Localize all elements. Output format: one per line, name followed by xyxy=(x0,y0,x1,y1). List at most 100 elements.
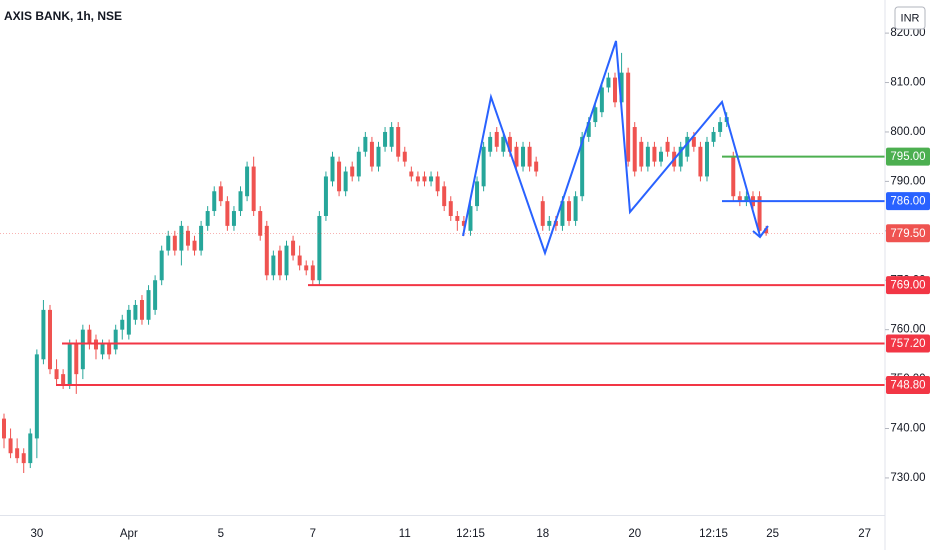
x-tick-label: 25 xyxy=(766,528,779,540)
candle-body xyxy=(698,146,703,177)
candle-body xyxy=(284,245,289,276)
candle-body xyxy=(455,215,460,221)
level-label-box xyxy=(886,224,930,243)
y-tick-label: 810.00 xyxy=(890,77,925,89)
x-tick-label: 11 xyxy=(399,528,411,540)
candle-body xyxy=(376,146,381,167)
candle-body xyxy=(310,265,315,281)
candle-body xyxy=(422,176,427,182)
candle-body xyxy=(652,146,657,162)
candle-body xyxy=(560,201,565,226)
candle-body xyxy=(61,374,66,385)
candle-body xyxy=(251,166,256,212)
y-tick-label: 790.00 xyxy=(890,175,925,187)
candle-body xyxy=(475,181,480,207)
candle-body xyxy=(494,131,499,147)
y-tick-label: 820.00 xyxy=(890,27,925,39)
candle-body xyxy=(100,344,105,355)
candle-body xyxy=(356,151,361,177)
candle-body xyxy=(212,191,217,212)
candle-body xyxy=(448,201,453,216)
candle-body xyxy=(225,201,230,226)
candle-body xyxy=(15,448,20,459)
candle-body xyxy=(744,196,749,202)
level-label: 769.00 xyxy=(890,280,925,292)
x-tick-label: 30 xyxy=(30,528,43,540)
pattern-arrow xyxy=(752,225,769,239)
candle-body xyxy=(415,176,420,182)
level-label-box xyxy=(886,376,930,395)
candle-body xyxy=(606,77,611,88)
x-tick-label: Apr xyxy=(120,528,138,540)
candle-body xyxy=(632,127,637,172)
candle-body xyxy=(429,176,434,182)
candle-body xyxy=(258,211,263,236)
candle-body xyxy=(619,72,624,103)
candle-body xyxy=(343,171,348,192)
candle-body xyxy=(179,225,184,251)
level-label: 786.00 xyxy=(890,196,925,208)
x-tick-label: 12:15 xyxy=(699,528,728,540)
candle-body xyxy=(383,131,388,147)
candle-body xyxy=(126,309,131,335)
candle-body xyxy=(21,453,26,464)
level-label-box xyxy=(886,276,930,295)
chart-title: AXIS BANK, 1h, NSE xyxy=(4,9,122,23)
candle-body xyxy=(291,240,296,256)
candle-body xyxy=(185,230,190,246)
candle-body xyxy=(731,156,736,197)
level-label-box xyxy=(886,147,930,166)
candle-body xyxy=(409,171,414,177)
candle-body xyxy=(481,146,486,187)
candle-body xyxy=(133,304,138,320)
candle-body xyxy=(573,196,578,221)
candle-body xyxy=(245,166,250,197)
candle-body xyxy=(488,136,493,152)
candle-body xyxy=(704,141,709,177)
candle-body xyxy=(218,186,223,202)
candle-body xyxy=(659,151,663,162)
candle-body xyxy=(757,196,762,231)
candle-body xyxy=(166,235,171,251)
candle-body xyxy=(718,122,723,132)
candle-body xyxy=(317,215,322,281)
axis-layer: 730.00740.00750.00760.00770.00780.00790.… xyxy=(30,27,930,540)
level-label: 795.00 xyxy=(890,151,925,163)
y-tick-label: 730.00 xyxy=(890,472,925,484)
candle-body xyxy=(678,146,683,167)
candle-body xyxy=(685,136,690,157)
candle-body xyxy=(107,344,112,355)
candle-body xyxy=(146,290,151,320)
candle-body xyxy=(507,136,512,152)
candle-body xyxy=(567,201,572,221)
plot-area xyxy=(0,52,885,473)
candle-body xyxy=(74,344,79,375)
candle-body xyxy=(337,161,342,192)
candle-body xyxy=(764,228,769,234)
candle-body xyxy=(645,146,650,167)
candle-body xyxy=(350,166,355,177)
candle-body xyxy=(54,369,59,380)
candle-body xyxy=(363,136,368,152)
candle-body xyxy=(277,250,282,276)
x-tick-label: 20 xyxy=(628,528,641,540)
candle-body xyxy=(304,265,309,271)
candle-body xyxy=(593,107,598,123)
level-label-box xyxy=(886,334,930,353)
level-label: 748.80 xyxy=(890,380,925,392)
level-label: 757.20 xyxy=(890,338,925,350)
candle-body xyxy=(47,309,52,370)
candle-body xyxy=(461,220,466,226)
candle-body xyxy=(159,250,164,281)
y-tick-label: 740.00 xyxy=(890,423,925,435)
x-tick-label: 27 xyxy=(858,528,871,540)
candle-body xyxy=(41,309,46,360)
candle-body xyxy=(87,329,92,345)
currency-label[interactable]: INR xyxy=(901,12,920,24)
candle-body xyxy=(238,191,243,212)
candle-body xyxy=(691,136,696,147)
candle-body xyxy=(737,196,742,202)
currency-button[interactable] xyxy=(894,6,926,30)
candle-body xyxy=(599,87,604,113)
